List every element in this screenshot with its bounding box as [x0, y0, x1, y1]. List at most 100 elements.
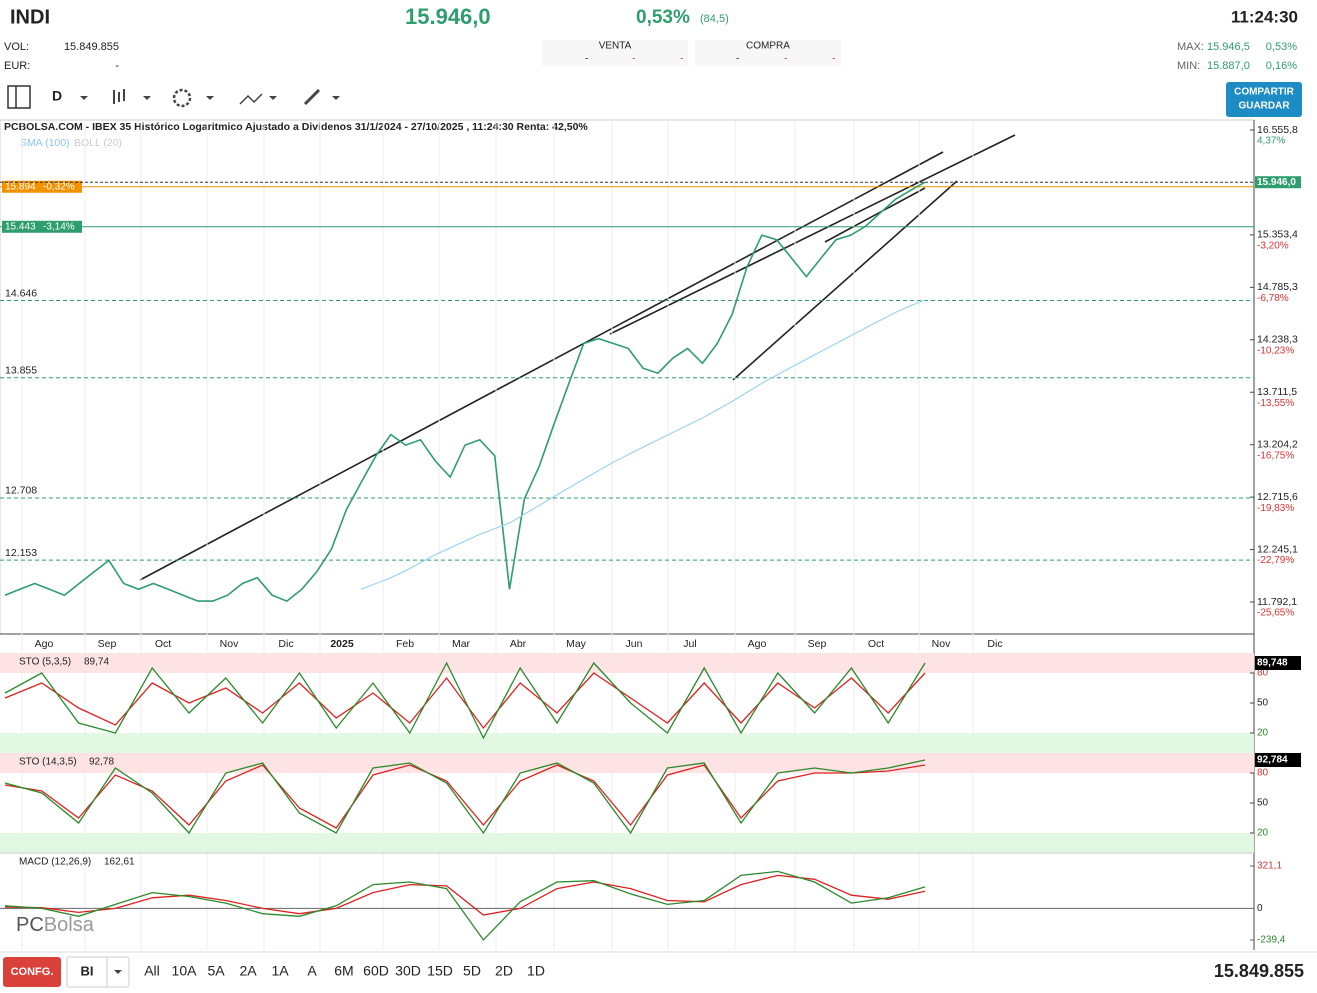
sto-k [4, 759, 926, 835]
dash: - [680, 54, 683, 65]
y-tick-label: 12.245,1 [1257, 543, 1298, 555]
y-tick-label: 50 [1257, 798, 1269, 809]
dropdown-arrows [80, 96, 340, 100]
macd-signal [4, 874, 926, 916]
y-tick-label: 12.715,6 [1257, 491, 1298, 503]
range-button[interactable]: 1D [527, 963, 545, 979]
max-label: MAX: [1177, 41, 1204, 53]
level-label: 12.153 [5, 547, 37, 559]
change-pct: 0,53% [636, 7, 690, 28]
x-tick-label: 2025 [330, 638, 354, 650]
settings-icon[interactable] [172, 88, 192, 108]
dash: - [585, 54, 588, 65]
y-tick-pct: 4,37% [1257, 136, 1285, 147]
logo-b: Bolsa [44, 914, 95, 936]
x-tick-label: Nov [932, 638, 951, 650]
draw-icon[interactable] [303, 88, 321, 106]
range-button[interactable]: 5A [207, 963, 225, 979]
period[interactable]: D [52, 88, 62, 104]
min-label: MIN: [1177, 60, 1200, 72]
range-button[interactable]: 2D [495, 963, 513, 979]
dropdown-arrow [114, 970, 122, 974]
sto-d [4, 672, 926, 730]
y-tick-label: 14.785,3 [1257, 281, 1298, 293]
mode-select[interactable] [66, 956, 130, 988]
eur-label: EUR: [4, 60, 30, 72]
x-tick-label: Sep [808, 638, 827, 650]
y-tick-pct: -13,55% [1257, 398, 1294, 409]
x-tick-label: Oct [868, 638, 884, 650]
sto1-last: 89,74 [84, 657, 109, 668]
y-tick-pct: -22,79% [1257, 555, 1294, 566]
vol: 15.849.855 [64, 41, 119, 53]
compra-box [695, 40, 841, 66]
y-tick-label: 13.204,2 [1257, 438, 1298, 450]
dash: - [736, 54, 739, 65]
level-box [2, 220, 82, 233]
level-label: 13.855 [5, 365, 37, 377]
level-change: -0,32% [43, 181, 75, 192]
trend-lines [139, 134, 1016, 581]
range-button[interactable]: 60D [363, 963, 389, 979]
macd-line [4, 870, 926, 941]
y-tick-pct: -3,20% [1257, 241, 1289, 252]
min: 15.887,0 [1207, 60, 1250, 72]
range-button[interactable]: 6M [334, 963, 353, 979]
y-tick-pct: -16,75% [1257, 450, 1294, 461]
overbought-zone [0, 653, 1254, 673]
price: 15.946,0 [405, 4, 491, 29]
max: 15.946,5 [1207, 41, 1250, 53]
candle-icon[interactable] [113, 89, 125, 104]
x-tick-label: Jul [683, 638, 696, 650]
level-box [2, 180, 82, 193]
share-button[interactable] [1226, 82, 1302, 117]
price-box [1255, 176, 1301, 189]
y-tick-label: 20 [1257, 728, 1269, 739]
range-button[interactable]: A [307, 963, 317, 979]
save: GUARDAR [1238, 101, 1290, 112]
indicator-boll: BOLL (20) [74, 137, 122, 149]
vol-label: VOL: [4, 41, 29, 53]
symbol: INDI [10, 6, 50, 28]
y-tick-label: 14.238,3 [1257, 334, 1298, 346]
range-button[interactable]: 15D [427, 963, 453, 979]
y-tick-label: 0 [1257, 903, 1263, 914]
x-tick-label: Ago [748, 638, 767, 650]
sma-line [360, 299, 926, 590]
range-button[interactable]: 30D [395, 963, 421, 979]
panel-toggle[interactable] [7, 85, 31, 109]
range-button[interactable]: All [144, 963, 160, 979]
y-tick-label: 11.792,1 [1257, 596, 1297, 608]
x-tick-label: Jun [626, 638, 643, 650]
change-abs: (84,5) [700, 13, 729, 25]
max-pct: 0,53% [1266, 41, 1297, 53]
venta: VENTA [599, 41, 632, 52]
config-button[interactable] [3, 957, 61, 987]
sto1-label: STO (5,3,5) [19, 657, 71, 668]
x-tick-label: Abr [510, 638, 527, 650]
range-button[interactable]: 10A [172, 963, 198, 979]
volume: 15.849.855 [1214, 961, 1304, 981]
level-label: 15.443 [5, 221, 36, 232]
overbought-zone [0, 753, 1254, 773]
oversold-zone [0, 733, 1254, 753]
range-button[interactable]: 2A [239, 963, 257, 979]
panel-marks: 80 50 20 80 50 20 321,1 0 -239,4 [0, 661, 1286, 946]
y-tick-pct: -19,83% [1257, 503, 1294, 514]
range-button[interactable]: 5D [463, 963, 481, 979]
range-button[interactable]: 1A [271, 963, 289, 979]
y-tick-label: 13.711,5 [1257, 386, 1297, 398]
y-tick-label: 321,1 [1257, 861, 1282, 872]
y-tick-label: -239,4 [1257, 935, 1286, 946]
x-tick-label: Dic [278, 638, 293, 650]
x-tick-label: Nov [220, 638, 239, 650]
price-line-series [4, 181, 926, 603]
marks: 15.894 -0,32% 15.443 -3,14% 14.646 13.855 12.7… [0, 120, 1254, 950]
sto2-box-text: 92,784 [1257, 755, 1288, 766]
level-label: 14.646 [5, 287, 37, 299]
sto1-box-text: 89,748 [1257, 658, 1288, 669]
indicator-icon[interactable] [239, 93, 263, 105]
compra: COMPRA [746, 41, 790, 52]
x-tick-label: May [566, 638, 587, 650]
